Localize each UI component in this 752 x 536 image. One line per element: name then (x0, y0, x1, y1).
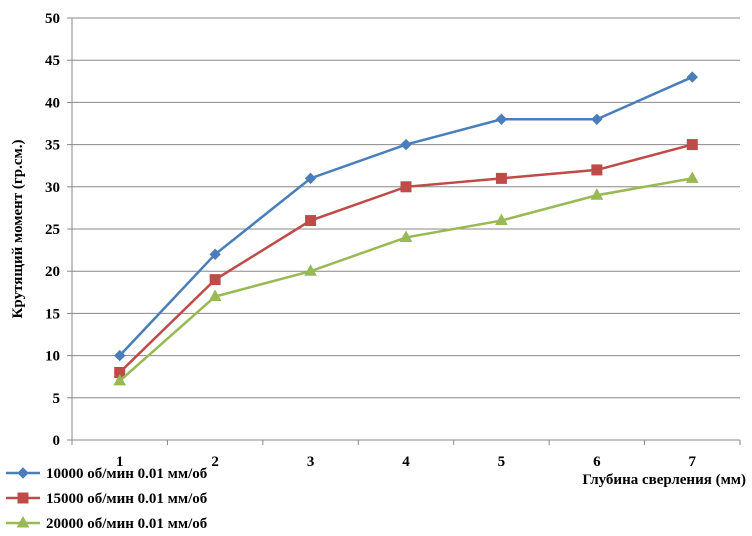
y-tick-label: 10 (45, 349, 60, 365)
legend-label: 10000 об/мин 0.01 мм/об (46, 466, 207, 482)
x-axis-label: Глубина сверления (мм) (582, 472, 746, 488)
data-point (305, 215, 317, 227)
series-3 (113, 171, 699, 386)
series-2 (114, 139, 698, 378)
series-line (118, 177, 693, 382)
x-tick-label: 5 (498, 454, 506, 470)
grid-lines (67, 17, 740, 441)
y-tick-label: 5 (53, 391, 61, 407)
data-point (400, 138, 412, 151)
x-tick-label: 2 (211, 454, 219, 470)
data-point (591, 164, 603, 176)
x-tick-label: 6 (593, 454, 601, 470)
y-tick-label: 25 (45, 222, 60, 238)
data-point (495, 113, 508, 125)
legend-label: 15000 об/мин 0.01 мм/об (46, 491, 207, 507)
legend-marker (16, 515, 30, 528)
axes (71, 18, 741, 445)
legend-item: 20000 об/мин 0.01 мм/об (6, 515, 207, 532)
x-tick-label: 3 (307, 454, 315, 470)
legend-label: 20000 об/мин 0.01 мм/об (46, 516, 207, 532)
data-point (209, 274, 221, 286)
data-point (495, 213, 508, 226)
legend-marker (17, 492, 29, 504)
data-point (209, 248, 221, 261)
y-tick-labels: 0 5 10 15 20 25 30 35 40 45 50 (45, 11, 60, 449)
legend-marker (17, 467, 29, 479)
data-point (686, 139, 698, 151)
y-tick-label: 0 (53, 433, 61, 449)
x-tick-label: 1 (116, 454, 124, 470)
y-axis-label: Крутящий момент (гр.см.) (10, 140, 26, 319)
legend-item: 10000 об/мин 0.01 мм/об (6, 466, 207, 482)
data-point (304, 172, 317, 185)
y-tick-label: 45 (45, 53, 60, 69)
series-1 (114, 71, 698, 362)
y-tick-label: 35 (45, 138, 60, 154)
data-point (399, 230, 413, 242)
data-point (400, 181, 412, 193)
data-point (114, 349, 126, 362)
y-tick-label: 30 (45, 180, 60, 196)
x-tick-labels: 1 2 3 4 5 6 7 (116, 454, 697, 470)
data-point (685, 171, 699, 183)
y-tick-label: 15 (45, 306, 60, 322)
x-tick-label: 4 (402, 454, 410, 470)
y-tick-label: 40 (45, 95, 60, 111)
data-point (113, 373, 127, 386)
y-tick-label: 50 (45, 11, 60, 27)
legend-item: 15000 об/мин 0.01 мм/об (6, 491, 207, 507)
series-layer (113, 71, 699, 386)
data-point (208, 289, 222, 302)
legend: 10000 об/мин 0.01 мм/об 15000 об/мин 0.01… (6, 466, 207, 532)
series-line (118, 143, 693, 374)
data-point (304, 264, 317, 276)
data-point (686, 71, 698, 83)
y-tick-label: 20 (45, 264, 60, 280)
data-point (591, 113, 603, 125)
data-point (495, 172, 507, 184)
data-point (590, 188, 604, 200)
x-tick-label: 7 (689, 454, 697, 470)
